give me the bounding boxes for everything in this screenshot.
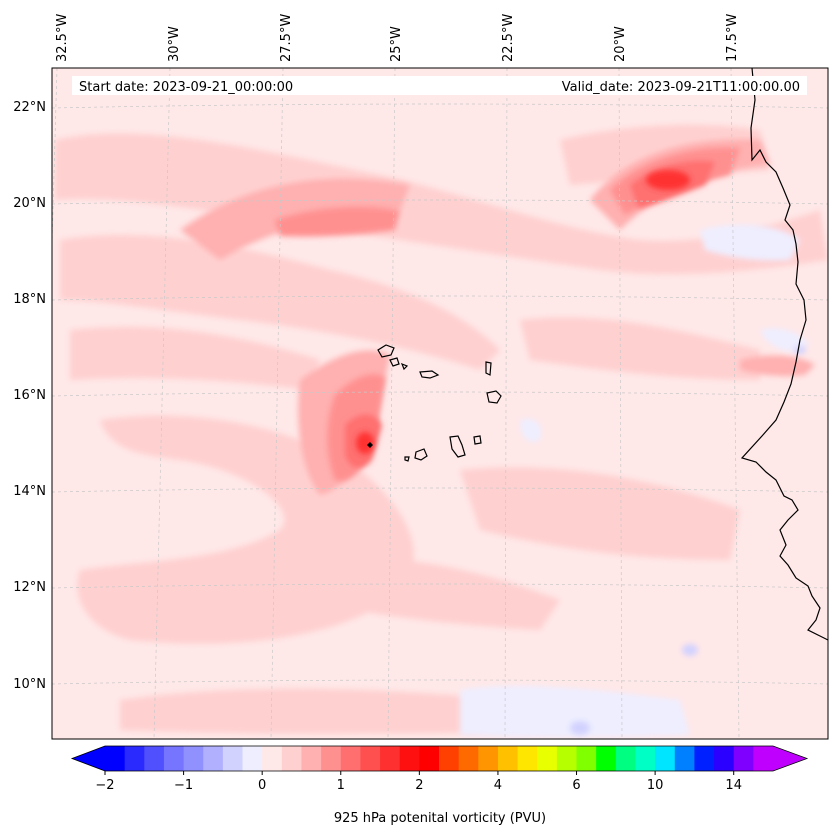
- colorbar-cells: [70, 745, 809, 772]
- colorbar-cell: [360, 746, 381, 771]
- colorbar-cell: [517, 746, 538, 771]
- colorbar-tick-label: 14: [725, 778, 742, 793]
- map-frame: [51, 67, 829, 740]
- island-outlines: [377, 344, 502, 462]
- valid-date-label: Valid_date: 2023-09-21T11:00:00.00: [562, 80, 800, 95]
- colorbar-cell: [203, 746, 224, 771]
- colorbar-cell: [183, 746, 204, 771]
- lon-label: 25°W: [389, 26, 404, 62]
- colorbar-cell: [222, 746, 244, 771]
- colorbar-cell: [301, 746, 322, 771]
- colorbar-over-arrow: [773, 746, 807, 771]
- lon-label: 17.5°W: [725, 14, 740, 62]
- lat-label: 10°N: [13, 677, 46, 692]
- colorbar-tick-label: 6: [572, 778, 580, 793]
- lat-label: 20°N: [13, 196, 46, 211]
- vorticity-field: [52, 68, 828, 739]
- colorbar-ticks: −2 −1 0 1 2 4 6 10 14: [95, 771, 742, 793]
- coastline: [740, 68, 828, 641]
- colorbar-cell: [635, 746, 656, 771]
- lat-label: 14°N: [13, 484, 46, 499]
- lon-label: 30°W: [167, 26, 182, 62]
- gridlines: [52, 68, 828, 739]
- colorbar-cell: [655, 746, 676, 771]
- colorbar-cell: [124, 746, 145, 771]
- colorbar-tick-label: −2: [95, 778, 114, 793]
- colorbar-cell: [321, 746, 342, 771]
- colorbar-cell: [242, 746, 263, 771]
- colorbar-tick-label: 0: [258, 778, 266, 793]
- colorbar: −2 −1 0 1 2 4 6 10 14 925 hPa potenital vorticit…: [70, 745, 809, 826]
- colorbar-cell: [144, 746, 165, 771]
- colorbar-cell: [556, 746, 578, 771]
- lon-label: 32.5°W: [55, 14, 70, 62]
- lon-label: 27.5°W: [279, 14, 294, 62]
- colorbar-cell: [163, 746, 185, 771]
- start-date-label: Start date: 2023-09-21_00:00:00: [79, 80, 293, 95]
- colorbar-cell: [419, 746, 440, 771]
- colorbar-cell: [439, 746, 460, 771]
- colorbar-cell: [576, 746, 597, 771]
- colorbar-cell: [733, 746, 754, 771]
- lat-label: 12°N: [13, 580, 46, 595]
- colorbar-label: 925 hPa potenital vorticity (PVU): [334, 811, 546, 826]
- lat-label: 16°N: [13, 388, 46, 403]
- lat-label: 18°N: [13, 292, 46, 307]
- lon-label: 20°W: [613, 26, 628, 62]
- colorbar-cell: [596, 746, 617, 771]
- colorbar-cell: [537, 746, 558, 771]
- lon-label: 22.5°W: [501, 14, 516, 62]
- colorbar-tick-label: 2: [415, 778, 423, 793]
- colorbar-cell: [753, 746, 774, 771]
- lat-label: 22°N: [13, 100, 46, 115]
- colorbar-tick-label: 1: [337, 778, 345, 793]
- colorbar-cell: [281, 746, 302, 771]
- date-header: Start date: 2023-09-21_00:00:00 Valid_da…: [72, 76, 807, 95]
- colorbar-cell: [380, 746, 401, 771]
- colorbar-cell: [615, 746, 636, 771]
- lon-labels: 32.5°W 30°W 27.5°W 25°W 22.5°W 20°W 17.5…: [55, 14, 740, 62]
- colorbar-cell: [478, 746, 499, 771]
- max-marker: [367, 442, 373, 448]
- lat-labels: 22°N 20°N 18°N 16°N 14°N 12°N 10°N: [13, 100, 46, 692]
- colorbar-cell: [674, 746, 695, 771]
- colorbar-cell: [694, 746, 715, 771]
- colorbar-cell: [399, 746, 420, 771]
- colorbar-cell: [340, 746, 361, 771]
- colorbar-cell: [262, 746, 283, 771]
- colorbar-cell: [714, 746, 735, 771]
- colorbar-cell: [105, 746, 126, 771]
- colorbar-cell: [458, 746, 479, 771]
- colorbar-tick-label: 4: [494, 778, 502, 793]
- colorbar-cell: [497, 746, 519, 771]
- colorbar-under-arrow: [72, 746, 105, 771]
- colorbar-tick-label: −1: [174, 778, 193, 793]
- colorbar-outline: [70, 745, 809, 772]
- map-panel: Start date: 2023-09-21_00:00:00 Valid_da…: [13, 14, 829, 740]
- colorbar-tick-label: 10: [647, 778, 664, 793]
